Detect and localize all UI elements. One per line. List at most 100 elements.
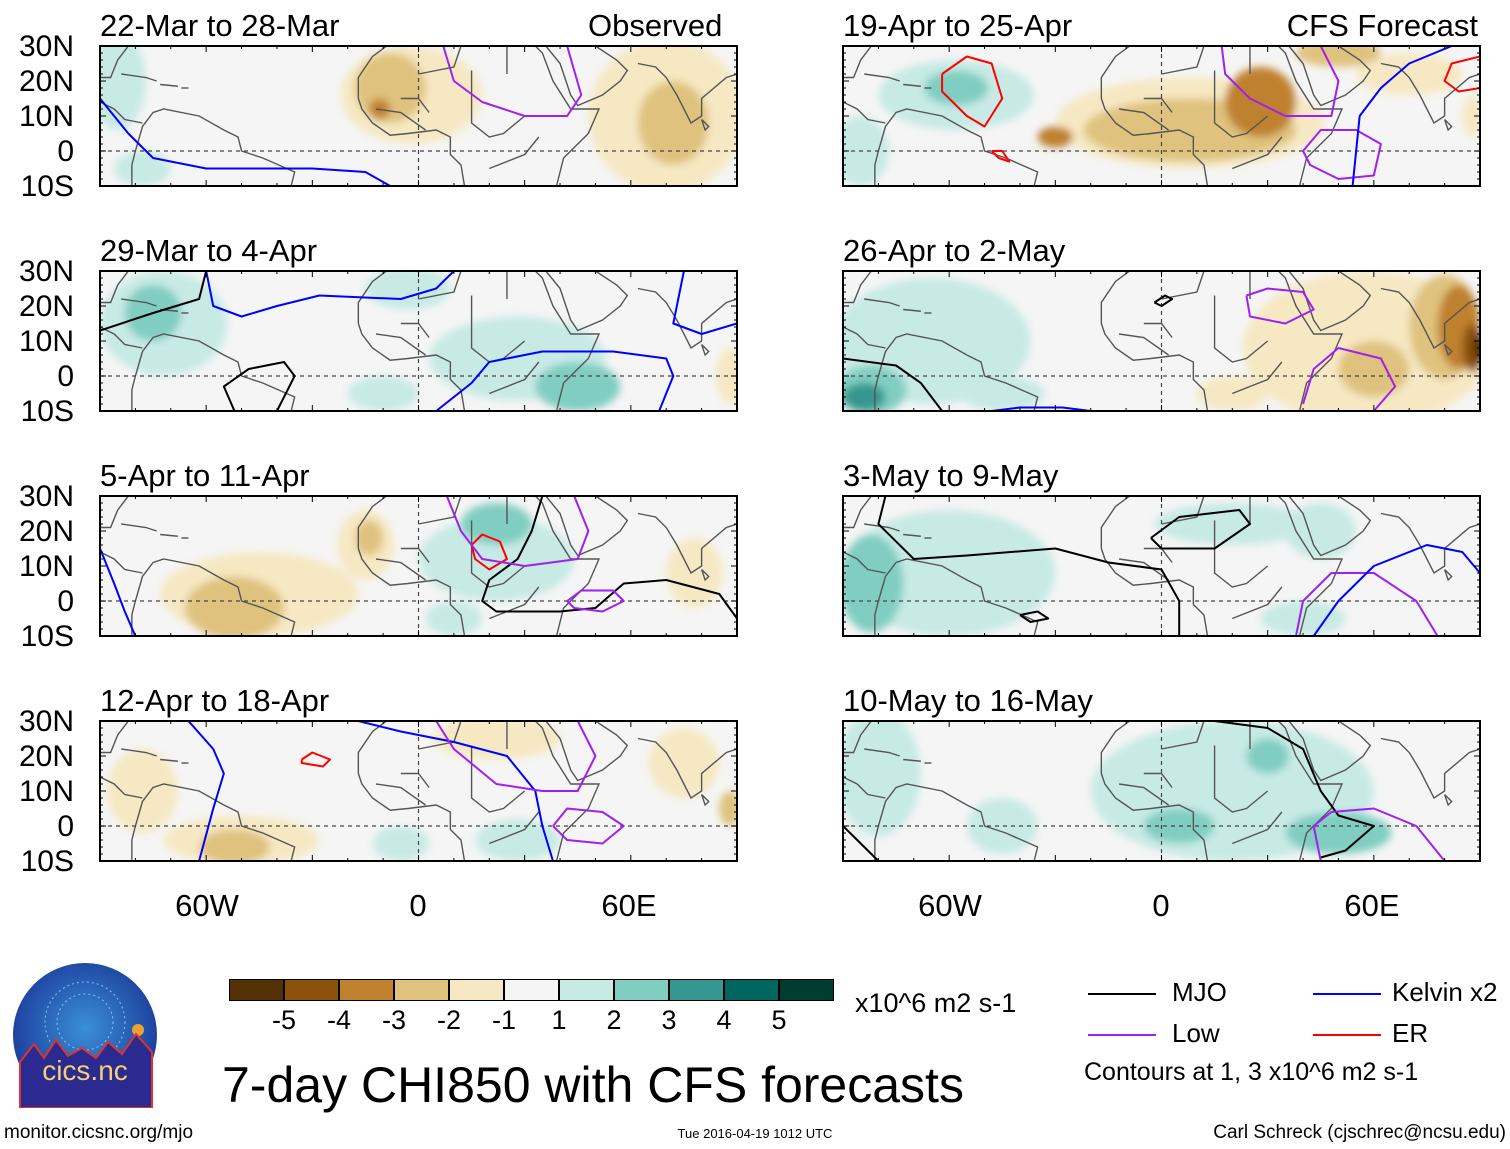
coastline — [375, 558, 426, 581]
anomaly-region — [1285, 503, 1357, 559]
timestamp: Tue 2016-04-19 1012 UTC — [677, 1126, 833, 1141]
colorbar-tick-label: 5 — [771, 1005, 787, 1035]
anomaly-region — [107, 749, 178, 833]
anomaly-region — [432, 721, 561, 760]
y-tick-label: 20N — [18, 290, 74, 323]
coastline — [100, 101, 143, 124]
blue-contour — [1312, 544, 1480, 636]
anomaly-region — [637, 81, 709, 165]
y-tick-label: 10S — [20, 845, 74, 878]
coastline — [903, 533, 921, 537]
coastline — [453, 496, 601, 636]
legend-swatch — [1088, 1034, 1156, 1036]
anomaly-region — [1154, 503, 1311, 545]
coastline — [121, 298, 157, 307]
map-panel — [99, 45, 738, 187]
coastline — [470, 520, 526, 588]
coastline — [357, 323, 466, 411]
coastline — [1196, 46, 1344, 186]
coastline — [470, 70, 526, 138]
coastline — [1196, 496, 1344, 636]
coastline — [545, 46, 629, 107]
coastline — [1118, 333, 1169, 356]
y-tick-label: 20N — [18, 740, 74, 773]
coastline — [864, 748, 900, 757]
anomaly-region — [719, 791, 737, 826]
black-contour — [1019, 610, 1050, 623]
colorbar-swatch — [229, 979, 284, 1001]
coastline — [418, 271, 462, 300]
anomaly-region — [114, 151, 171, 186]
coastline — [1443, 569, 1453, 582]
anomaly-region — [966, 798, 1038, 854]
panel-title: 19-Apr to 25-Apr — [843, 8, 1073, 43]
coastline — [1213, 70, 1269, 138]
blue-contour — [358, 721, 554, 861]
coastline — [121, 73, 157, 82]
y-tick-label: 10S — [20, 170, 74, 203]
purple-contour — [1302, 347, 1397, 411]
panel-frame — [99, 495, 738, 637]
y-tick-label: 0 — [57, 585, 74, 618]
anomaly-region — [843, 534, 904, 633]
coastline — [637, 737, 737, 800]
coastline — [1213, 520, 1269, 588]
anomaly-region — [1260, 601, 1346, 636]
anomaly-region — [924, 70, 989, 106]
colorbar-swatch — [779, 979, 834, 1001]
coastline — [843, 326, 886, 349]
blue-contour — [435, 350, 675, 411]
y-tick-label: 10N — [18, 550, 74, 583]
colorbar-swatch — [669, 979, 724, 1001]
contour-note: Contours at 1, 3 x10^6 m2 s-1 — [1084, 1058, 1419, 1086]
red-contour — [990, 150, 1011, 163]
y-tick-label: 10N — [18, 775, 74, 808]
coastline — [1380, 737, 1480, 800]
coastline — [1100, 98, 1209, 186]
coastline — [843, 46, 872, 79]
anomaly-region — [648, 728, 720, 798]
colorbar-swatch — [449, 979, 504, 1001]
coastline — [843, 496, 872, 529]
y-tick-label: 10S — [20, 395, 74, 428]
coastline — [1335, 868, 1339, 879]
figure-title: 7-day CHI850 with CFS forecasts — [222, 1057, 964, 1113]
map-panel — [842, 45, 1481, 187]
coastline — [1380, 512, 1480, 575]
y-tick-label: 30N — [18, 480, 74, 513]
coastline — [160, 83, 178, 87]
coastline — [357, 548, 466, 636]
coastline — [1213, 295, 1269, 363]
colorbar-swatch — [339, 979, 394, 1001]
coastline — [1100, 496, 1131, 549]
coastline — [1143, 772, 1173, 788]
purple-contour — [1294, 572, 1439, 636]
legend-swatch — [1313, 1034, 1381, 1036]
colorbar-tick-label: 4 — [716, 1005, 732, 1035]
purple-contour — [1312, 807, 1446, 861]
coastline — [470, 745, 526, 813]
black-contour — [877, 496, 1181, 636]
y-tick-label: 30N — [18, 30, 74, 63]
anomaly-region — [347, 376, 419, 411]
red-contour — [300, 751, 332, 768]
coastline — [489, 586, 540, 620]
coastline — [700, 119, 710, 132]
colorbar-tick-label: -2 — [436, 1005, 462, 1035]
coastline — [121, 748, 157, 757]
coastline — [1143, 322, 1173, 338]
coastline — [418, 46, 462, 75]
coastline — [1100, 721, 1131, 774]
coastline — [400, 547, 430, 563]
panel-title: 22-Mar to 28-Mar — [100, 8, 340, 43]
coastline — [903, 83, 921, 87]
coastline — [864, 73, 900, 82]
coastline — [843, 271, 872, 304]
coastline — [1161, 271, 1205, 300]
coastline — [489, 811, 540, 845]
coastline — [1288, 496, 1372, 557]
anomaly-region — [354, 520, 384, 556]
red-contour — [470, 533, 508, 571]
source-url: monitor.cicsnc.org/mjo — [4, 1122, 194, 1143]
purple-contour — [445, 496, 590, 567]
